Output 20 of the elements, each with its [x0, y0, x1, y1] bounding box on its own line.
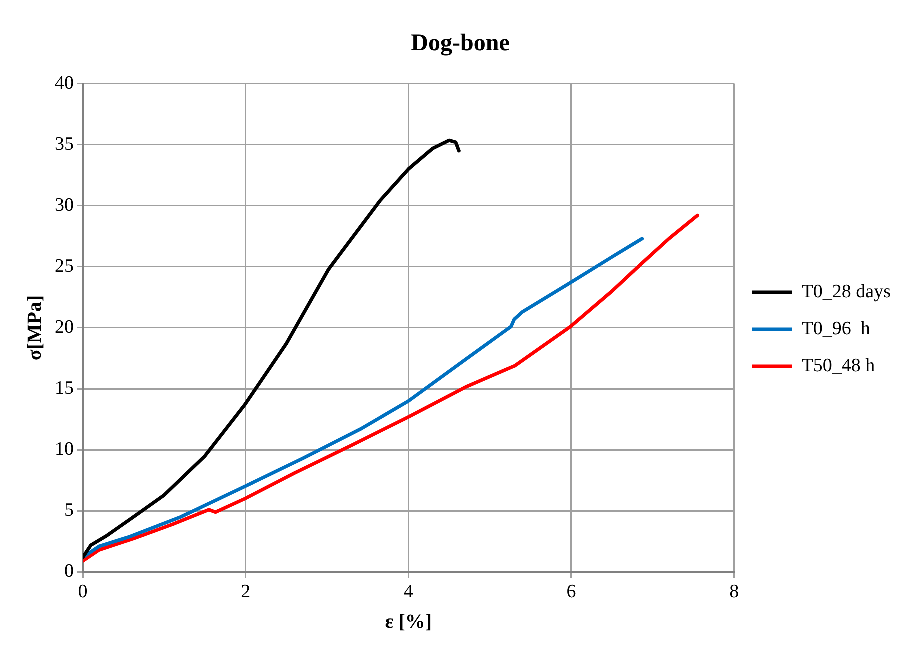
chart-title: Dog-bone [411, 30, 510, 57]
y-axis-title: σ[MPa] [24, 295, 46, 361]
y-tick-label: 0 [64, 561, 74, 582]
y-tick-label: 10 [55, 439, 74, 460]
legend-label: T0_28 days [802, 281, 892, 302]
x-tick-label: 0 [78, 582, 88, 603]
x-tick-label: 2 [241, 582, 251, 603]
y-tick-label: 40 [55, 72, 74, 94]
x-axis-title: ε [%] [385, 611, 432, 634]
x-tick-label: 6 [566, 582, 576, 603]
y-tick-label: 20 [55, 316, 74, 338]
x-tick-label: 4 [404, 582, 414, 603]
y-tick-label: 5 [64, 500, 74, 522]
y-tick-label: 25 [55, 256, 74, 277]
legend-label: T0_96 h [802, 318, 871, 340]
legend-label: T50_48 h [802, 355, 876, 376]
y-tick-label: 15 [55, 378, 74, 400]
y-tick-label: 30 [55, 194, 74, 216]
y-tick-label: 35 [55, 134, 74, 155]
x-tick-label: 8 [730, 582, 740, 603]
